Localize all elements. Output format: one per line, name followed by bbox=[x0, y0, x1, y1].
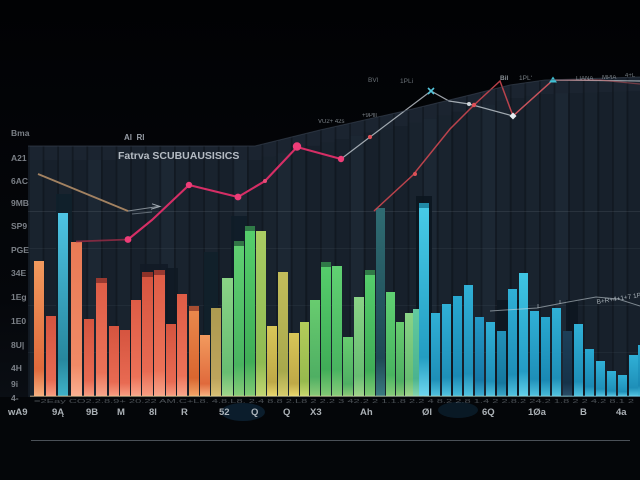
svg-text:34E: 34E bbox=[11, 268, 26, 278]
svg-text:6Q: 6Q bbox=[482, 407, 495, 418]
svg-text:SP9: SP9 bbox=[11, 221, 27, 231]
svg-text:+9Plll: +9Plll bbox=[362, 113, 377, 119]
svg-text:1PLʹ: 1PLʹ bbox=[519, 74, 532, 82]
svg-text:9Ą: 9Ą bbox=[52, 407, 64, 418]
svg-text:A21: A21 bbox=[11, 153, 27, 163]
svg-text:Øl: Øl bbox=[422, 407, 432, 418]
svg-text:4+L: 4+L bbox=[625, 73, 636, 79]
svg-text:B: B bbox=[580, 407, 587, 418]
svg-text:Q: Q bbox=[251, 407, 258, 418]
svg-text:9B: 9B bbox=[86, 407, 98, 418]
svg-text:R: R bbox=[181, 407, 188, 418]
svg-text:4H: 4H bbox=[11, 363, 22, 373]
svg-text:PGE: PGE bbox=[11, 245, 29, 255]
svg-text:1Øa: 1Øa bbox=[528, 407, 547, 418]
svg-text:Q: Q bbox=[283, 407, 290, 418]
svg-text:1E0: 1E0 bbox=[11, 316, 26, 326]
svg-text:52: 52 bbox=[219, 407, 230, 418]
svg-text:4a: 4a bbox=[616, 407, 627, 418]
svg-text:Fatrva SCUBUAUSISICS: Fatrva SCUBUAUSISICS bbox=[118, 150, 239, 162]
svg-text:MPlA: MPlA bbox=[602, 75, 616, 81]
svg-text:LIANA: LIANA bbox=[576, 76, 593, 82]
svg-text:Bma: Bma bbox=[11, 128, 30, 138]
svg-text:1PLi: 1PLi bbox=[400, 78, 413, 85]
svg-text:BVl: BVl bbox=[368, 77, 379, 84]
svg-text:Al Rl: Al Rl bbox=[124, 133, 144, 142]
svg-text:VU2+ 42s: VU2+ 42s bbox=[318, 119, 345, 125]
svg-text:Bil: Bil bbox=[500, 75, 509, 82]
svg-text:M: M bbox=[117, 407, 125, 418]
svg-text:6AC: 6AC bbox=[11, 176, 28, 186]
svg-text:wA9: wA9 bbox=[7, 407, 28, 418]
svg-text:9MB: 9MB bbox=[11, 198, 29, 208]
svg-text:8U|: 8U| bbox=[11, 340, 24, 350]
svg-text:8l: 8l bbox=[149, 407, 157, 418]
svg-text:X3: X3 bbox=[310, 407, 322, 418]
svg-text:=2Eay CO2.2.8.9+ 20.22 AM.C+L8: =2Eay CO2.2.8.9+ 20.22 AM.C+L8. 4.8.L8. … bbox=[34, 399, 634, 405]
svg-text:4-: 4- bbox=[11, 393, 19, 403]
svg-text:1Eg: 1Eg bbox=[11, 292, 27, 302]
svg-text:9i: 9i bbox=[11, 379, 18, 389]
svg-text:Ah: Ah bbox=[360, 407, 373, 418]
